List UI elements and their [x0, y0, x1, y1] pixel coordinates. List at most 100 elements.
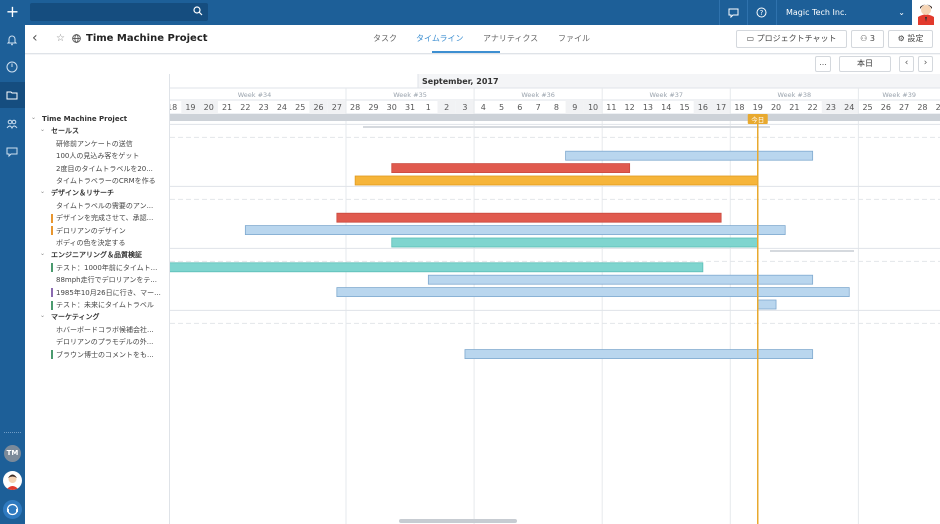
search-icon [193, 6, 203, 16]
support-chat-icon[interactable] [3, 500, 22, 519]
globe-icon [72, 34, 81, 43]
tab-analytics[interactable]: アナリティクス [483, 34, 539, 43]
day-label: 23 [826, 103, 836, 112]
sidebar-item-chat[interactable] [0, 139, 25, 165]
timeline-panel: ... 本日 ‹ › Time Machine Project ⌄ セールス ⌄ 研修前… [25, 55, 940, 524]
settings-button[interactable]: ⚙ 設定 [888, 30, 933, 48]
task-bar[interactable] [464, 349, 814, 360]
tree-task[interactable]: タイムトラベラーのCRMを作る [56, 177, 156, 185]
top-bar: + ? Magic Tech Inc. ⌄ [0, 0, 940, 25]
task-bar[interactable] [170, 262, 704, 273]
tree-task[interactable]: デロリアンのデザイン [56, 226, 126, 235]
week-label: Week #34 [238, 91, 272, 99]
tree-task[interactable]: ボディの色を決定する [56, 239, 126, 247]
month-label: September, 2017 [422, 77, 499, 86]
tree-task[interactable]: デザインを完成させて、承認... [56, 214, 154, 223]
today-marker [747, 114, 768, 124]
help-icon[interactable]: ? [747, 0, 774, 25]
chevron-down-icon[interactable]: ⌄ [40, 126, 46, 134]
task-bar[interactable] [244, 225, 786, 236]
day-label: 1 [426, 103, 431, 112]
tree-group[interactable]: デザイン＆リサーチ [51, 189, 114, 198]
sidebar-item-projects[interactable] [0, 82, 25, 108]
weekend-day-bg [309, 100, 328, 114]
task-bar[interactable] [354, 175, 759, 186]
day-label: 21 [222, 103, 232, 112]
day-label: 16 [698, 103, 708, 112]
day-label: 27 [332, 103, 342, 112]
horizontal-scrollbar[interactable] [399, 519, 517, 523]
task-bar[interactable] [336, 212, 722, 223]
tree-task[interactable]: 1985年10月26日に行き、マー... [56, 288, 161, 297]
tree-group[interactable]: Time Machine Project [42, 115, 128, 123]
tree-task[interactable]: 研修前アンケートの送信 [56, 139, 133, 148]
chevron-down-icon[interactable]: ⌄ [40, 312, 46, 320]
project-chat-button[interactable]: ▭ プロジェクトチャット [736, 30, 847, 48]
tree-group[interactable]: セールス [51, 127, 79, 136]
plus-icon[interactable]: + [5, 2, 20, 21]
tab-timeline[interactable]: タイムライン [416, 34, 464, 43]
members-count: 3 [869, 34, 875, 43]
weekend-day-bg [455, 100, 475, 114]
sidebar-item-team[interactable] [0, 111, 25, 137]
sidebar-item-dashboard[interactable] [0, 54, 25, 80]
day-label: 23 [259, 103, 269, 112]
task-bar[interactable] [391, 163, 631, 173]
sidebar-item-notifications[interactable] [0, 27, 25, 53]
chevron-down-icon[interactable]: ⌄ [40, 250, 46, 258]
avatar[interactable]: TM [4, 445, 21, 462]
day-label: 26 [313, 103, 323, 112]
chevron-down-icon[interactable]: ⌄ [40, 188, 46, 196]
day-label: 10 [588, 103, 598, 112]
day-label: 6 [517, 103, 522, 112]
next-period-button[interactable]: › [918, 56, 933, 72]
dashboard-icon [6, 61, 18, 73]
day-label: 14 [661, 103, 671, 112]
day-label: 20 [204, 103, 214, 112]
task-bar[interactable] [391, 237, 759, 248]
tree-task[interactable]: 88mph走行でデロリアンをテ... [56, 276, 158, 285]
day-label: 19 [753, 103, 763, 112]
task-bar[interactable] [565, 150, 814, 161]
tree-task[interactable]: 2度目のタイムトラベルを20... [56, 164, 153, 173]
day-label: 27 [899, 103, 909, 112]
weekend-day-bg [437, 100, 456, 114]
day-label: 13 [643, 103, 653, 112]
day-label: 9 [572, 103, 577, 112]
members-button[interactable]: ⚇ 3 [851, 30, 884, 48]
search-input[interactable] [30, 3, 208, 21]
avatar[interactable] [3, 471, 22, 490]
tree-task[interactable]: テスト：未来にタイムトラベル [56, 301, 154, 309]
chevron-down-icon[interactable]: ⌄ [31, 114, 37, 121]
tree-group[interactable]: エンジニアリング＆品質検証 [51, 251, 142, 260]
back-arrow-icon[interactable]: ‹ [32, 30, 38, 46]
chat-icon [6, 147, 18, 158]
chat-bubble-icon[interactable] [719, 0, 746, 25]
tree-task[interactable]: タイムトラベルの需要のアン... [56, 201, 154, 210]
day-label: 25 [295, 103, 305, 112]
task-bar[interactable] [427, 274, 814, 285]
task-bar[interactable] [757, 299, 777, 310]
weekend-day-bg [821, 100, 841, 114]
tree-task[interactable]: ホバーボードコラボ候補会社... [56, 325, 154, 334]
more-options-button[interactable]: ... [815, 56, 831, 72]
today-button[interactable]: 本日 [839, 56, 891, 72]
company-switcher[interactable]: Magic Tech Inc. ⌄ [776, 0, 910, 25]
day-label: 22 [240, 103, 250, 112]
chat-bubble-icon: ▭ [746, 34, 757, 43]
folder-icon [6, 91, 18, 100]
tab-tasks[interactable]: タスク [373, 34, 397, 43]
star-icon[interactable]: ☆ [56, 33, 65, 44]
tree-task[interactable]: テスト：1000年前にタイムト... [56, 263, 158, 272]
week-label: Week #38 [778, 91, 812, 99]
project-header: ‹ ☆ Time Machine Project タスク タイムライン アナリテ… [25, 25, 940, 54]
tree-task[interactable]: ブラウン博士のコメントをも... [56, 350, 154, 359]
prev-period-button[interactable]: ‹ [899, 56, 914, 72]
user-avatar[interactable] [912, 0, 940, 25]
tab-files[interactable]: ファイル [558, 34, 590, 43]
task-bar[interactable] [336, 287, 850, 298]
tree-task[interactable]: 100人の見込み客をゲット [56, 152, 140, 161]
tree-task[interactable]: デロリアンのプラモデルの外... [56, 338, 154, 347]
tree-group[interactable]: マーケティング [51, 313, 100, 322]
day-label: 29 [936, 103, 940, 112]
